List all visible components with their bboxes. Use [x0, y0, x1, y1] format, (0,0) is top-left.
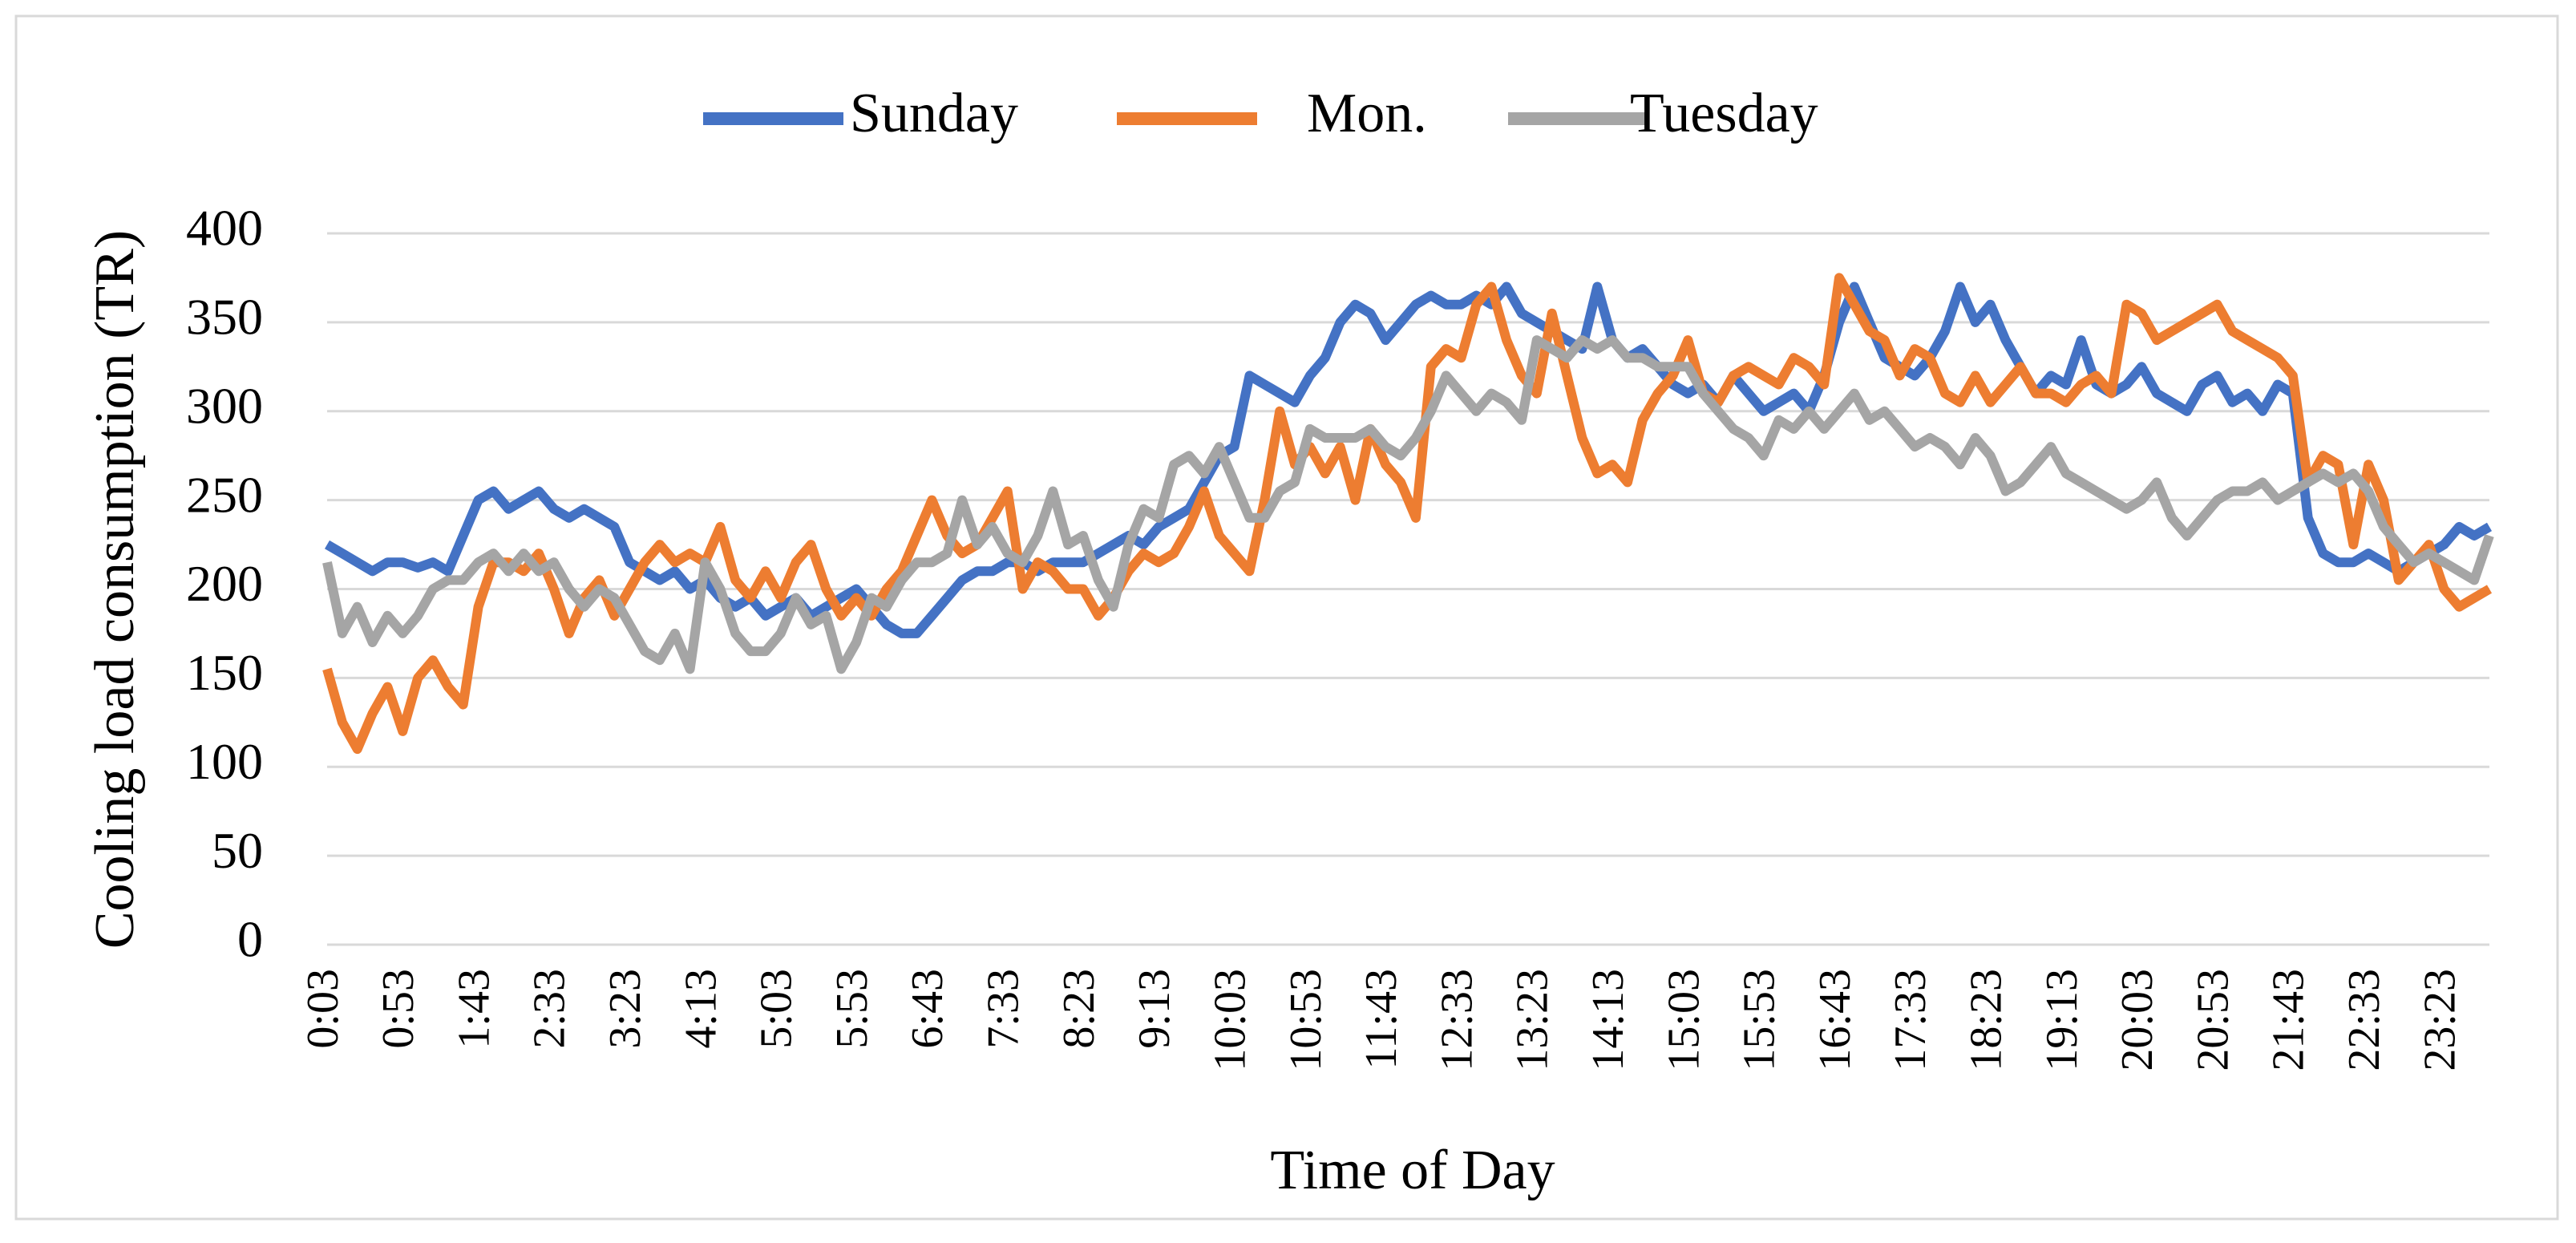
series-line [322, 335, 2494, 674]
x-tick-label: 5:03 [752, 969, 802, 1049]
x-tick-label: 8:23 [1054, 969, 1104, 1049]
x-tick-label: 20:53 [2188, 969, 2238, 1071]
x-tick-label: 3:23 [601, 969, 650, 1049]
y-tick-label: 100 [186, 733, 263, 790]
x-tick-label: 13:23 [1508, 969, 1558, 1071]
x-tick-label: 2:33 [525, 969, 575, 1049]
y-tick-label: 300 [186, 377, 263, 434]
y-tick-label: 50 [212, 822, 263, 879]
legend-label: Tuesday [1630, 83, 1818, 144]
x-tick-label: 12:33 [1432, 969, 1482, 1071]
x-tick-label: 17:33 [1886, 969, 1935, 1071]
x-tick-label: 10:53 [1281, 969, 1331, 1071]
x-tick-label: 15:53 [1735, 969, 1785, 1071]
y-tick-label: 0 [237, 911, 263, 968]
y-tick-label: 250 [186, 466, 263, 523]
x-tick-label: 4:13 [676, 969, 726, 1049]
y-tick-label: 150 [186, 644, 263, 701]
y-axis-title: Cooling load consumption (TR) [84, 230, 146, 949]
series-line [322, 273, 2493, 755]
x-tick-label: 10:03 [1205, 969, 1255, 1071]
x-tick-label: 11:43 [1357, 969, 1406, 1069]
y-tick-label: 400 [186, 200, 263, 257]
series-line [324, 281, 2493, 638]
x-tick-label: 1:43 [449, 969, 499, 1049]
y-tick-label: 350 [186, 289, 263, 346]
chart-border [14, 14, 2559, 1221]
x-tick-label: 7:33 [979, 969, 1029, 1049]
x-tick-label: 20:03 [2113, 969, 2162, 1071]
x-tick-label: 6:43 [903, 969, 952, 1049]
x-tick-label: 0:03 [298, 969, 348, 1049]
x-tick-label: 0:53 [374, 969, 423, 1049]
x-tick-label: 14:13 [1583, 969, 1633, 1071]
x-tick-label: 9:13 [1130, 969, 1179, 1049]
x-tick-label: 23:23 [2415, 969, 2465, 1071]
x-tick-label: 15:03 [1659, 969, 1709, 1071]
legend-label: Mon. [1307, 83, 1427, 144]
x-tick-label: 5:53 [827, 969, 877, 1049]
x-tick-label: 18:23 [1961, 969, 2011, 1071]
x-tick-label: 16:43 [1810, 969, 1860, 1071]
legend-label: Sunday [850, 83, 1018, 144]
x-tick-label: 22:33 [2339, 969, 2389, 1071]
y-tick-label: 200 [186, 555, 263, 612]
x-tick-label: 21:43 [2264, 969, 2314, 1071]
x-tick-label: 19:13 [2037, 969, 2087, 1071]
x-axis-title: Time of Day [1270, 1140, 1555, 1201]
